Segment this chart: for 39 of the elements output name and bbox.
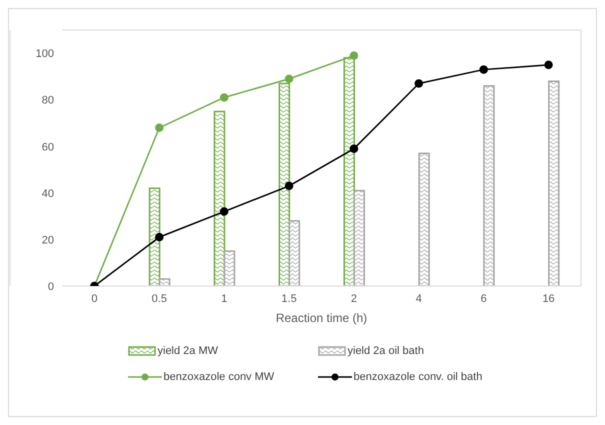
x-tick-label: 1: [221, 292, 228, 305]
x-tick-label: 0.5: [152, 292, 167, 305]
x-tick-label: 16: [542, 292, 555, 305]
point: [284, 74, 294, 84]
x-tick-label: 6: [480, 292, 487, 305]
legend-label: benzoxazole conv. oil bath: [354, 371, 482, 383]
bar: [548, 80, 560, 286]
bar: [353, 190, 365, 286]
y-tick-label: 0: [48, 280, 54, 293]
point: [220, 207, 228, 216]
point: [155, 123, 164, 132]
bar: [288, 220, 300, 286]
y-tick-label: 60: [42, 141, 54, 154]
bar: [418, 152, 430, 286]
point: [350, 144, 358, 153]
y-tick-label: 80: [42, 94, 54, 107]
point: [479, 65, 488, 74]
y-tick-label: 100: [36, 48, 54, 60]
bar: [224, 250, 236, 286]
x-tick-label: 1.5: [281, 292, 297, 305]
x-tick-label: 0: [91, 292, 98, 305]
bar: [214, 110, 226, 286]
legend-label: yield 2a MW: [158, 345, 218, 357]
x-tick-label: 2: [350, 292, 357, 305]
point: [544, 60, 553, 70]
point: [350, 51, 358, 60]
point: [414, 79, 424, 88]
x-tick-label: 4: [416, 292, 422, 305]
bar: [483, 85, 495, 286]
bar: [158, 278, 170, 286]
point: [155, 232, 164, 242]
point: [284, 182, 294, 190]
point: [220, 93, 228, 102]
y-tick-label: 20: [42, 234, 54, 246]
x-axis-title: Reaction time (h): [276, 311, 368, 325]
legend-label: benzoxazole conv MW: [164, 371, 274, 383]
y-tick-label: 40: [42, 188, 54, 200]
bar: [148, 188, 160, 286]
legend-label: yield 2a oil bath: [348, 345, 424, 357]
